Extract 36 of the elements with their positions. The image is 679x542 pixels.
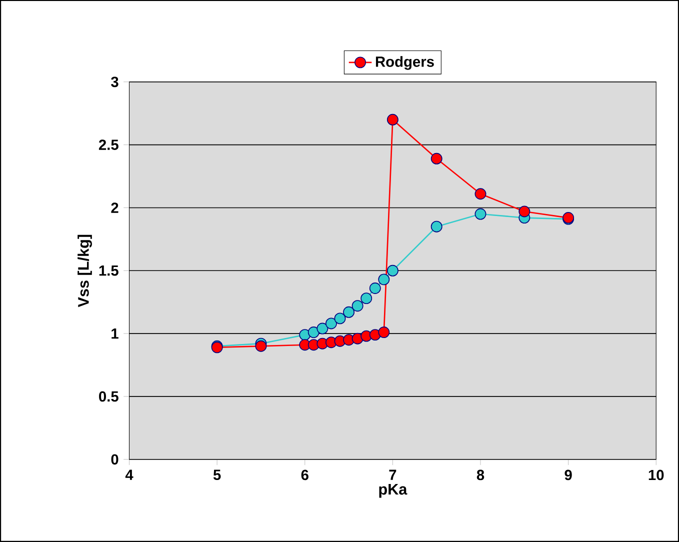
point: [308, 326, 320, 338]
x-tick-label: 7: [389, 470, 396, 480]
y-tick-label: 2.5: [98, 140, 118, 150]
point: [386, 114, 398, 126]
point: [378, 274, 390, 286]
x-tick-label: 9: [564, 470, 572, 480]
point: [474, 208, 486, 220]
y-tick-label: 1.5: [99, 266, 118, 276]
point: [430, 220, 442, 232]
point: [430, 152, 442, 164]
x-tick-label: 10: [648, 470, 664, 480]
point: [369, 282, 381, 294]
point: [386, 264, 398, 276]
y-tick-label: 0.5: [99, 391, 118, 402]
y-tick-label: 3: [111, 76, 118, 88]
y-tick-label: 1: [112, 328, 118, 339]
point: [378, 326, 390, 338]
legend-label: Rodgers: [376, 56, 434, 70]
x-tick-label: 4: [125, 470, 134, 480]
x-tick-label: 8: [476, 470, 484, 480]
point: [343, 306, 355, 318]
point: [474, 188, 486, 200]
point: [316, 322, 328, 334]
point: [360, 292, 372, 304]
point: [518, 206, 530, 218]
point: [352, 300, 364, 312]
point: [325, 318, 337, 330]
x-tick-label: 6: [301, 470, 308, 480]
y-axis-title: Vss [L/kg]: [78, 234, 92, 308]
point: [255, 340, 267, 352]
point: [369, 329, 381, 341]
point: [334, 312, 346, 324]
y-tick-label: 2: [111, 202, 118, 213]
x-tick-label: 5: [213, 470, 221, 480]
y-tick-label: 0: [111, 454, 118, 465]
x-axis-title: pKa: [379, 484, 408, 498]
